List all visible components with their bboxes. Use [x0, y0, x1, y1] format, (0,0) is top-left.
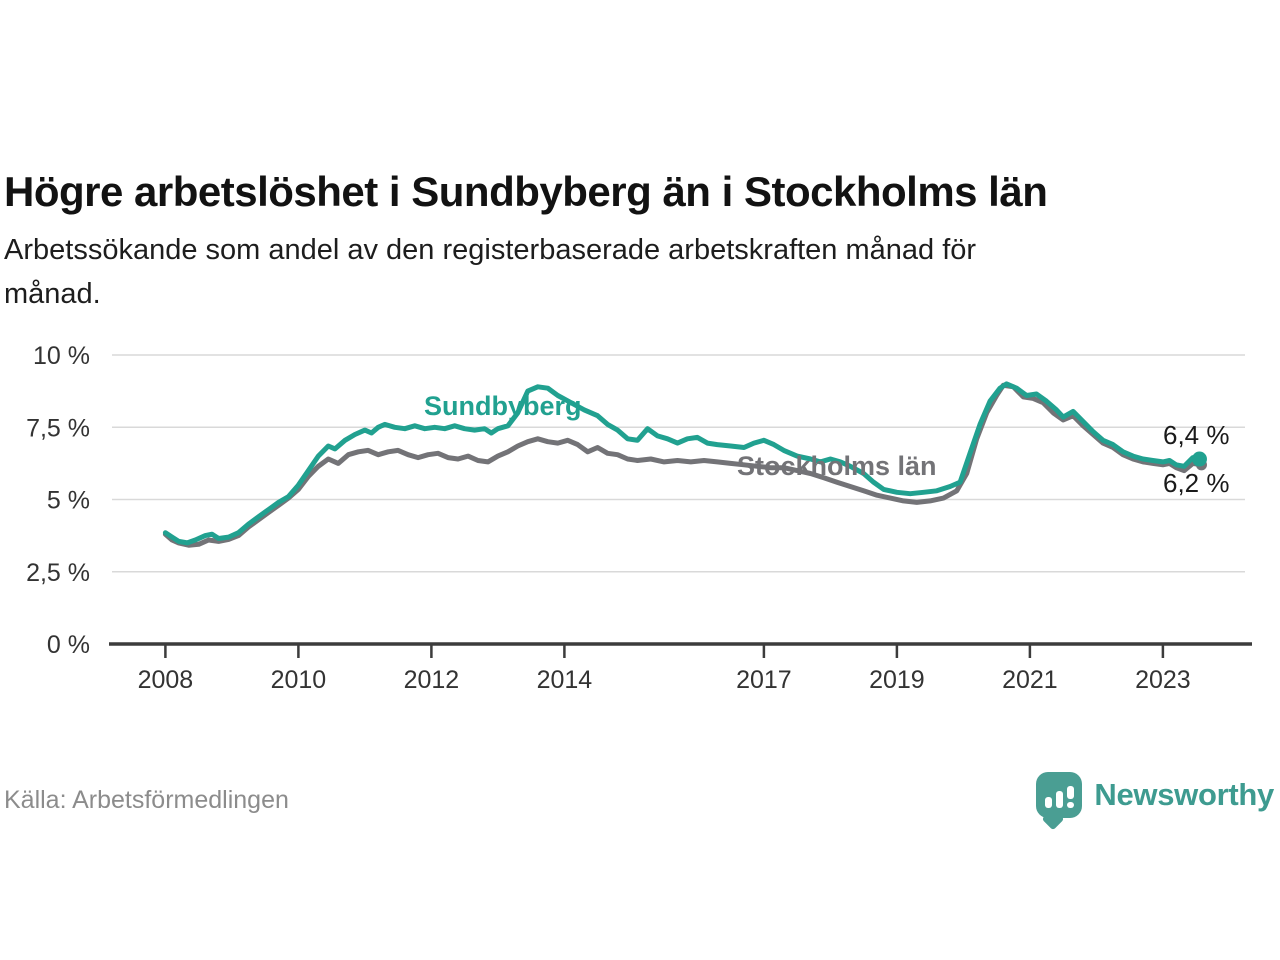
newsworthy-logo: Newsworthy — [1036, 772, 1274, 818]
source-text: Källa: Arbetsförmedlingen — [4, 786, 289, 814]
series-label-sundbyberg: Sundbyberg — [424, 391, 582, 421]
svg-text:2017: 2017 — [736, 666, 792, 694]
svg-text:0 %: 0 % — [47, 631, 90, 659]
logo-bar-tall — [1055, 791, 1063, 808]
page-title: Högre arbetslöshet i Sundbyberg än i Sto… — [4, 168, 1048, 216]
svg-text:2014: 2014 — [537, 666, 593, 694]
svg-text:2008: 2008 — [138, 666, 194, 694]
end-value-sundbyberg: 6,4 % — [1163, 420, 1230, 450]
svg-text:5 %: 5 % — [47, 487, 90, 515]
series-label-stockholms-lan: Stockholms län — [737, 451, 937, 481]
logo-bar-short — [1044, 797, 1052, 808]
svg-text:2019: 2019 — [869, 666, 925, 694]
subtitle-line-2: månad. — [4, 278, 101, 310]
chart-subtitle: Arbetssökande som andel av den registerb… — [4, 228, 1204, 316]
logo-exclamation — [1066, 786, 1074, 808]
newsworthy-wordmark: Newsworthy — [1094, 777, 1274, 812]
subtitle-line-1: Arbetssökande som andel av den registerb… — [4, 234, 977, 266]
svg-text:2023: 2023 — [1135, 666, 1191, 694]
svg-text:10 %: 10 % — [33, 342, 90, 370]
svg-text:2010: 2010 — [271, 666, 327, 694]
svg-text:7,5 %: 7,5 % — [26, 414, 90, 442]
end-value-stockholms-lan: 6,2 % — [1163, 468, 1230, 498]
svg-text:2021: 2021 — [1002, 666, 1058, 694]
newsworthy-bubble-chart-icon — [1036, 772, 1083, 818]
svg-text:2012: 2012 — [404, 666, 460, 694]
svg-text:2,5 %: 2,5 % — [26, 559, 90, 587]
